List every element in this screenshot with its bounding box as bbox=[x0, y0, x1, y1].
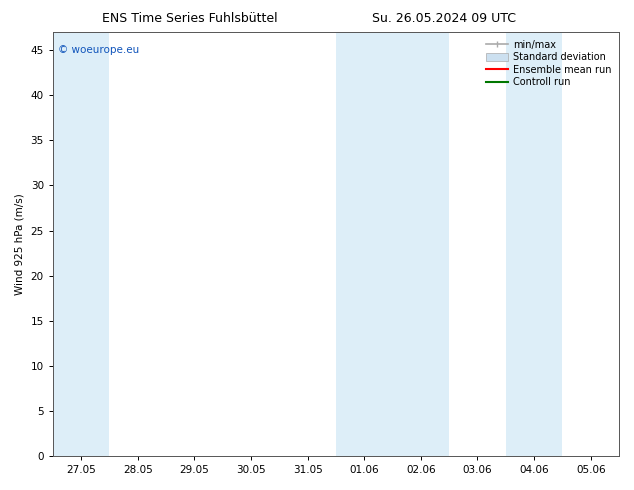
Bar bbox=[506, 32, 562, 456]
Text: ENS Time Series Fuhlsbüttel: ENS Time Series Fuhlsbüttel bbox=[102, 12, 278, 25]
Legend: min/max, Standard deviation, Ensemble mean run, Controll run: min/max, Standard deviation, Ensemble me… bbox=[484, 37, 614, 90]
Text: © woeurope.eu: © woeurope.eu bbox=[58, 45, 139, 55]
Y-axis label: Wind 925 hPa (m/s): Wind 925 hPa (m/s) bbox=[15, 193, 25, 295]
Text: Su. 26.05.2024 09 UTC: Su. 26.05.2024 09 UTC bbox=[372, 12, 516, 25]
Bar bbox=[392, 32, 449, 456]
Bar bbox=[336, 32, 392, 456]
Bar bbox=[53, 32, 110, 456]
